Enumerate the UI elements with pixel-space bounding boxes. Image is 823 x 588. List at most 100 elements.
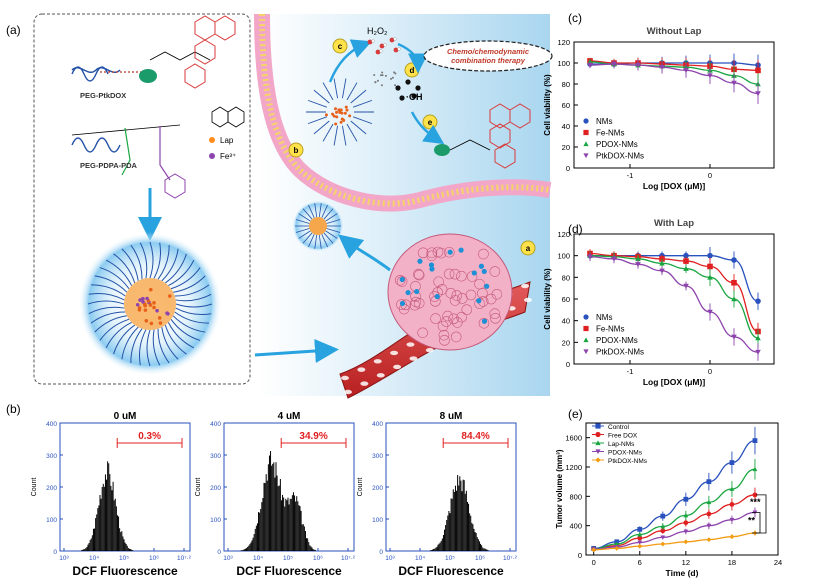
data-point [731, 334, 737, 340]
legend-item: Control [592, 423, 630, 431]
legend-marker [583, 129, 589, 136]
data-point [660, 524, 666, 529]
y-tick-label: 60 [562, 295, 570, 304]
chart-title: Without Lap [647, 26, 702, 37]
data-point [611, 61, 617, 67]
data-point [660, 535, 666, 540]
flow-x-label: DCF Fluorescence [236, 564, 342, 578]
therapy-badge: Chemo/chemodynamic combination therapy [423, 40, 553, 72]
flow-histogram-bars [80, 461, 134, 551]
significance-label: *** [750, 497, 761, 507]
legend-label: NMs [596, 313, 612, 322]
legend-label: PDOX-NMs [596, 140, 638, 149]
data-point [683, 68, 689, 74]
flow-y-tick: 300 [46, 453, 57, 460]
data-point [614, 546, 620, 551]
y-tick-label: 0 [578, 551, 582, 560]
data-point [707, 263, 713, 270]
legend-label: PDOX-NMs [596, 336, 638, 345]
data-point [637, 532, 643, 537]
legend-label: Lap-NMs [608, 441, 635, 448]
data-point [729, 460, 735, 465]
panel-label-b: (b) [6, 402, 21, 416]
data-point [707, 252, 713, 259]
step-e-badge: e [422, 114, 438, 130]
series-PtkDOX-NMs [587, 252, 761, 361]
lap-dot [209, 137, 215, 143]
peg-pdpa-pda-molecule: PEG-PDPA-PDA [71, 124, 186, 199]
step-c-badge: c [332, 38, 348, 54]
lap-legend: Lap Fe³⁺ [209, 106, 245, 161]
legend-marker [595, 457, 601, 463]
data-point [587, 62, 593, 68]
flow-x-tick: 10⁶ [149, 555, 159, 562]
legend-label: PtkDOX-NMs [608, 458, 648, 465]
data-point [637, 543, 643, 549]
data-point [755, 91, 761, 97]
fe-label: Fe³⁺ [220, 152, 236, 161]
data-point [755, 67, 761, 74]
flow-y-tick: 100 [46, 517, 57, 524]
svg-text:d: d [410, 66, 415, 75]
y-tick-label: 120 [557, 38, 570, 47]
y-tick-label: 80 [562, 80, 570, 89]
y-tick-label: 400 [569, 522, 582, 531]
data-point [683, 539, 689, 545]
flow-histogram-3: 8 uM 0 100 200 300 400 10³ 10⁴ 10⁵ 10⁶ 10⁷·² Count D… [357, 411, 518, 578]
flow-y-tick: 200 [46, 485, 57, 492]
tumor-mass [387, 233, 513, 351]
h2o2-label: H₂O₂ [367, 26, 388, 36]
x-tick-label: -1 [627, 367, 634, 376]
flow-x-tick: 10⁶ [313, 555, 323, 562]
panel-label-a: (a) [6, 23, 21, 37]
legend-label: Fe-NMs [596, 325, 624, 334]
flow-x-tick: 10⁶ [475, 555, 485, 562]
data-point [659, 268, 665, 274]
flow-gate-percent: 0.3% [138, 431, 161, 442]
flow-y-tick: 200 [372, 485, 383, 492]
x-tick-label: 0 [708, 367, 712, 376]
data-point [683, 513, 689, 518]
flow-y-tick: 100 [372, 517, 383, 524]
plot-frame [573, 41, 775, 169]
flow-x-label: DCF Fluorescence [398, 564, 504, 578]
data-point [635, 62, 641, 68]
data-point [635, 256, 641, 262]
legend-marker [595, 423, 601, 429]
arrow-c [328, 39, 372, 83]
flow-title: 4 uM [278, 411, 301, 422]
legend-item: Lap-NMs [592, 440, 635, 448]
flow-x-tick: 10⁴ [89, 555, 99, 562]
data-point [729, 502, 735, 507]
legend-item: PtkDOX-NMs [583, 152, 644, 161]
series-line [593, 532, 755, 551]
flow-x-tick: 10⁵ [445, 555, 455, 562]
y-tick-label: 120 [557, 230, 570, 239]
legend-item: NMs [583, 313, 612, 322]
x-tick-label: 0 [592, 558, 596, 567]
legend-item: PDOX-NMs [583, 140, 638, 149]
uptake-arrow [337, 234, 391, 272]
flow-histogram-2: 4 uM 0 100 200 300 400 10³ 10⁴ 10⁵ 10⁶ 10⁷·² Count D… [195, 411, 356, 578]
svg-text:c: c [338, 42, 343, 51]
y-tick-label: 60 [562, 101, 570, 110]
tk-linker-ellipse [139, 69, 157, 83]
y-tick-label: 100 [557, 59, 570, 68]
flow-title: 0 uM [114, 411, 137, 422]
flow-y-label: Count [195, 478, 202, 497]
series-PtkDOX-NMs [587, 59, 761, 104]
y-tick-label: 40 [562, 122, 570, 131]
data-point [706, 523, 712, 529]
significance-label: ** [748, 515, 756, 525]
data-point [755, 335, 761, 341]
nanomicelle-small [292, 200, 344, 252]
x-axis-label: Time (d) [666, 568, 699, 578]
legend-marker [583, 314, 589, 320]
data-point [706, 537, 712, 542]
injection-arrow [254, 339, 339, 363]
flow-y-label: Count [357, 478, 364, 497]
data-point [755, 349, 761, 355]
flow-y-tick: 400 [210, 421, 221, 428]
x-axis-label: Log [DOX (μM)] [643, 181, 705, 191]
data-point [635, 262, 641, 268]
